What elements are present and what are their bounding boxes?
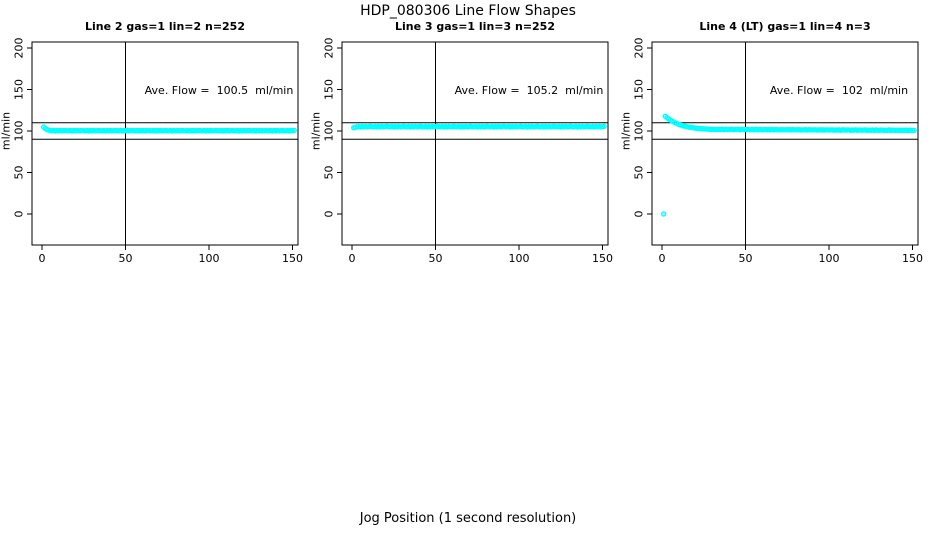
svg-text:150: 150 [633,79,646,100]
svg-text:100: 100 [199,252,220,265]
svg-text:100: 100 [819,252,840,265]
svg-text:50: 50 [323,166,336,180]
svg-text:200: 200 [633,38,646,59]
svg-text:150: 150 [592,252,613,265]
y-axis-label: ml/min [310,112,323,150]
svg-text:150: 150 [13,79,26,100]
svg-text:100: 100 [633,121,646,142]
plot-line3-ave-flow-label: Ave. Flow = 105.2 ml/min [454,84,604,97]
svg-text:0: 0 [349,252,356,265]
data-points [41,124,297,134]
plot-line4-title: Line 4 (LT) gas=1 lin=4 n=3 [699,20,871,33]
svg-text:200: 200 [323,38,336,59]
axes [647,41,919,250]
plot-line3: Line 3 gas=1 lin=3 n=252 Ave. Flow = 105… [310,18,620,278]
plot-line2: Line 2 gas=1 lin=2 n=252 Ave. Flow = 100… [0,18,310,278]
data-points [351,123,607,131]
data-points [661,113,917,217]
axes [337,41,609,250]
axis-tick-labels: 0 50 100 150 0 50 100 150 200 ml/min [620,38,923,266]
axes [27,41,299,250]
plot-line4-ave-flow-label: Ave. Flow = 102 ml/min [769,84,909,97]
plot-line2-ave-flow-label: Ave. Flow = 100.5 ml/min [144,84,294,97]
y-axis-label: ml/min [620,112,633,150]
svg-text:200: 200 [13,38,26,59]
axis-tick-labels: 0 50 100 150 0 50 100 150 200 ml/min [0,38,303,266]
svg-text:0: 0 [13,211,26,218]
svg-text:100: 100 [509,252,530,265]
svg-text:0: 0 [323,211,336,218]
plot-line3-title: Line 3 gas=1 lin=3 n=252 [394,20,555,33]
svg-text:50: 50 [633,166,646,180]
y-axis-label: ml/min [0,112,13,150]
svg-text:0: 0 [39,252,46,265]
plot-line2-canvas: 0 50 100 150 0 50 100 150 200 ml/min [0,38,303,266]
svg-text:50: 50 [13,166,26,180]
svg-text:50: 50 [739,252,753,265]
plot-line2-title: Line 2 gas=1 lin=2 n=252 [84,20,245,33]
plot-line3-canvas: 0 50 100 150 0 50 100 150 200 ml/min [310,38,613,266]
reference-lines [652,42,918,245]
svg-text:50: 50 [119,252,133,265]
reference-lines [342,42,608,245]
svg-text:0: 0 [659,252,666,265]
plot-line4-canvas: 0 50 100 150 0 50 100 150 200 ml/min [620,38,923,266]
svg-text:150: 150 [902,252,923,265]
svg-text:150: 150 [282,252,303,265]
axis-tick-labels: 0 50 100 150 0 50 100 150 200 ml/min [310,38,613,266]
figure-title: HDP_080306 Line Flow Shapes [360,3,576,19]
plot-line4: Line 4 (LT) gas=1 lin=4 n=3 Ave. Flow = … [620,18,930,278]
svg-text:150: 150 [323,79,336,100]
figure-xlabel: Jog Position (1 second resolution) [359,511,577,526]
reference-lines [32,42,298,245]
svg-text:100: 100 [13,121,26,142]
svg-text:50: 50 [429,252,443,265]
svg-text:0: 0 [633,211,646,218]
svg-text:100: 100 [323,121,336,142]
